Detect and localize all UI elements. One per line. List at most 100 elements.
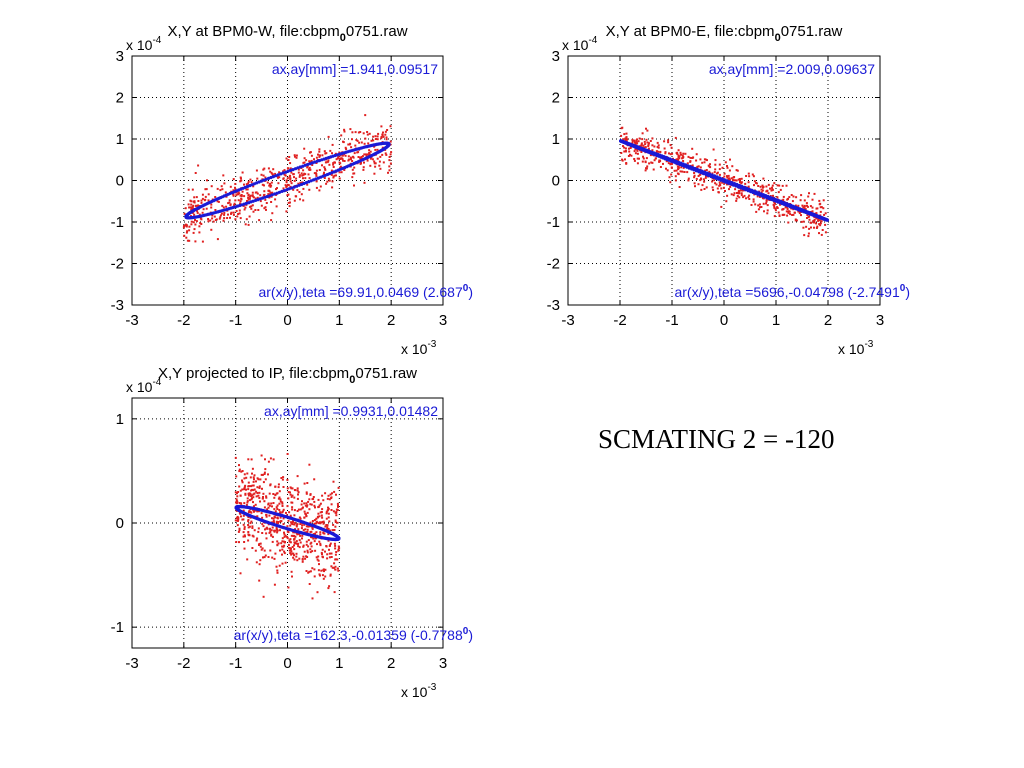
scatter-point bbox=[289, 541, 292, 544]
scatter-point bbox=[259, 478, 262, 481]
scatter-point bbox=[312, 537, 315, 540]
scatter-point bbox=[323, 166, 326, 169]
scatter-point bbox=[197, 200, 200, 202]
scatter-point bbox=[323, 150, 326, 153]
scatter-point bbox=[782, 195, 785, 198]
scatter-point bbox=[254, 549, 257, 552]
scatter-point bbox=[693, 176, 696, 179]
scatter-point bbox=[234, 456, 237, 459]
scatter-point bbox=[823, 213, 826, 216]
scatter-point bbox=[759, 185, 762, 188]
scatter-point bbox=[384, 133, 387, 136]
scatter-point bbox=[320, 551, 323, 554]
scatter-point bbox=[695, 153, 698, 156]
scatter-point bbox=[701, 184, 704, 187]
scatter-point bbox=[275, 506, 278, 509]
scatter-point bbox=[204, 195, 207, 198]
scatter-point bbox=[680, 166, 683, 169]
scatter-point bbox=[251, 195, 254, 198]
scatter-point bbox=[282, 545, 285, 548]
scatter-point bbox=[334, 553, 337, 556]
scatter-point bbox=[276, 504, 279, 507]
scatter-point bbox=[308, 177, 311, 180]
scatter-point bbox=[290, 553, 293, 556]
scatter-point bbox=[735, 199, 738, 202]
scatter-point bbox=[248, 499, 251, 502]
scatter-point bbox=[333, 529, 336, 531]
scatter-point bbox=[723, 182, 726, 185]
chart-title: X,Y at BPM0-E, file:cbpm00751.raw bbox=[606, 23, 843, 44]
scatter-point bbox=[295, 154, 298, 157]
scatter-point bbox=[215, 218, 218, 221]
scatter-point bbox=[275, 492, 278, 495]
scatter-point bbox=[267, 502, 270, 505]
scatter-point bbox=[310, 154, 313, 157]
scatter-point bbox=[334, 161, 336, 164]
scatter-point bbox=[275, 193, 278, 196]
scatter-point bbox=[314, 522, 317, 525]
scatter-point bbox=[378, 160, 381, 163]
scatter-point bbox=[699, 179, 702, 182]
scatter-point bbox=[289, 491, 291, 494]
scatter-point bbox=[243, 208, 246, 211]
scatter-point bbox=[735, 197, 738, 200]
scatter-point bbox=[257, 530, 260, 533]
scatter-point bbox=[785, 206, 788, 208]
scatter-point bbox=[723, 175, 726, 178]
scatter-point bbox=[306, 528, 309, 531]
scatter-point bbox=[644, 161, 647, 164]
scatter-point bbox=[298, 191, 301, 193]
scatter-point bbox=[680, 153, 682, 156]
scatter-point bbox=[762, 202, 765, 205]
scatter-point bbox=[316, 543, 318, 546]
scatter-point bbox=[330, 496, 333, 499]
scatter-point bbox=[236, 524, 239, 527]
scatter-point bbox=[282, 540, 285, 543]
scatter-point bbox=[318, 169, 321, 171]
scatter-point bbox=[198, 231, 201, 234]
scatter-point bbox=[202, 208, 205, 211]
scatter-point bbox=[275, 565, 278, 568]
scatter-point bbox=[270, 181, 273, 184]
scatter-point bbox=[263, 549, 266, 552]
scatter-point bbox=[271, 535, 274, 538]
scatter-point bbox=[662, 162, 664, 165]
scatter-point bbox=[336, 502, 339, 505]
scatter-point bbox=[631, 141, 634, 144]
scatter-point bbox=[298, 533, 301, 536]
scatter-point bbox=[290, 570, 293, 573]
scatter-point bbox=[185, 236, 188, 239]
scatter-point bbox=[221, 188, 224, 191]
scatter-point bbox=[293, 496, 296, 499]
scatter-point bbox=[291, 494, 294, 497]
scatter-point bbox=[319, 502, 322, 505]
scatter-point bbox=[251, 547, 254, 549]
scatter-point bbox=[230, 211, 233, 214]
scatter-point bbox=[376, 157, 379, 160]
scatter-point bbox=[278, 509, 281, 511]
scatter-point bbox=[246, 497, 249, 500]
scatter-point bbox=[185, 225, 188, 228]
scatter-point bbox=[276, 571, 279, 574]
scatter-point bbox=[283, 552, 286, 555]
ellipse-marker bbox=[257, 180, 261, 184]
ellipse-marker bbox=[275, 191, 279, 195]
scatter-point bbox=[234, 188, 237, 191]
scatter-point bbox=[252, 509, 255, 512]
scatter-point bbox=[631, 138, 634, 141]
scatter-point bbox=[238, 485, 241, 488]
scatter-point bbox=[689, 156, 692, 159]
scatter-point bbox=[290, 521, 293, 524]
scatter-point bbox=[264, 176, 267, 179]
scatter-point bbox=[262, 481, 265, 484]
ellipse-marker bbox=[303, 163, 307, 167]
scatter-point bbox=[302, 544, 305, 547]
scatter-point bbox=[235, 517, 238, 520]
scatter-point bbox=[188, 206, 191, 209]
scatter-point bbox=[304, 504, 307, 507]
scatter-point bbox=[248, 510, 251, 513]
scatter-point bbox=[237, 530, 240, 533]
scatter-point bbox=[381, 146, 384, 149]
scatter-point bbox=[351, 138, 353, 141]
scatter-point bbox=[263, 506, 266, 509]
